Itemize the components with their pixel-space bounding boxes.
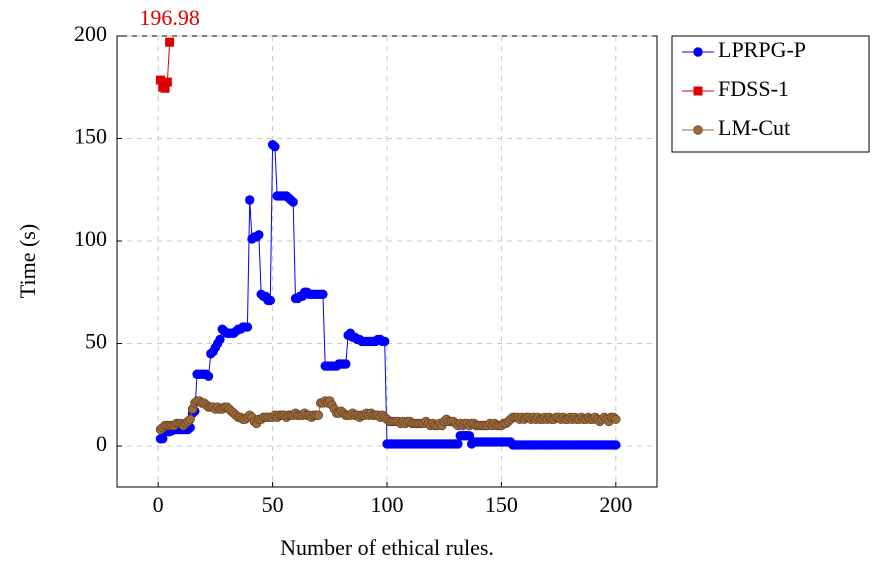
data-point [203,371,214,382]
legend-label: LPRPG-P [718,37,806,62]
y-tick-label: 150 [74,124,107,149]
y-tick-label: 100 [74,226,107,251]
data-point [265,295,276,306]
data-point [254,230,264,240]
data-point [245,195,255,205]
data-point [165,37,175,47]
data-point [185,414,195,425]
y-axis-label: Time (s) [15,224,40,298]
x-tick-label: 50 [262,492,284,517]
data-point [270,141,280,152]
data-point [611,414,621,425]
legend-marker [693,125,703,135]
y-tick-label: 0 [96,431,107,456]
data-point [162,77,172,87]
x-tick-label: 200 [599,492,632,517]
data-point [341,359,351,369]
data-point [215,334,225,345]
data-point [380,336,390,347]
legend-marker [693,47,703,57]
data-label: 196.98 [139,5,200,30]
data-point [155,75,165,85]
data-point [313,410,324,420]
data-point [160,83,170,93]
legend-marker [693,86,703,96]
y-tick-label: 50 [85,329,107,354]
data-point [453,439,463,449]
x-tick-label: 0 [153,492,164,517]
data-point [242,322,253,332]
x-tick-label: 150 [485,492,518,517]
series-line [160,143,616,446]
legend-label: LM-Cut [718,115,790,140]
data-point [318,289,328,300]
legend-box [671,35,870,153]
x-tick-label: 100 [371,492,404,517]
data-point [611,440,621,450]
x-axis-label: Number of ethical rules. [280,535,494,560]
legend-label: FDSS-1 [718,76,789,101]
data-point [288,197,298,207]
y-tick-label: 200 [74,21,107,46]
